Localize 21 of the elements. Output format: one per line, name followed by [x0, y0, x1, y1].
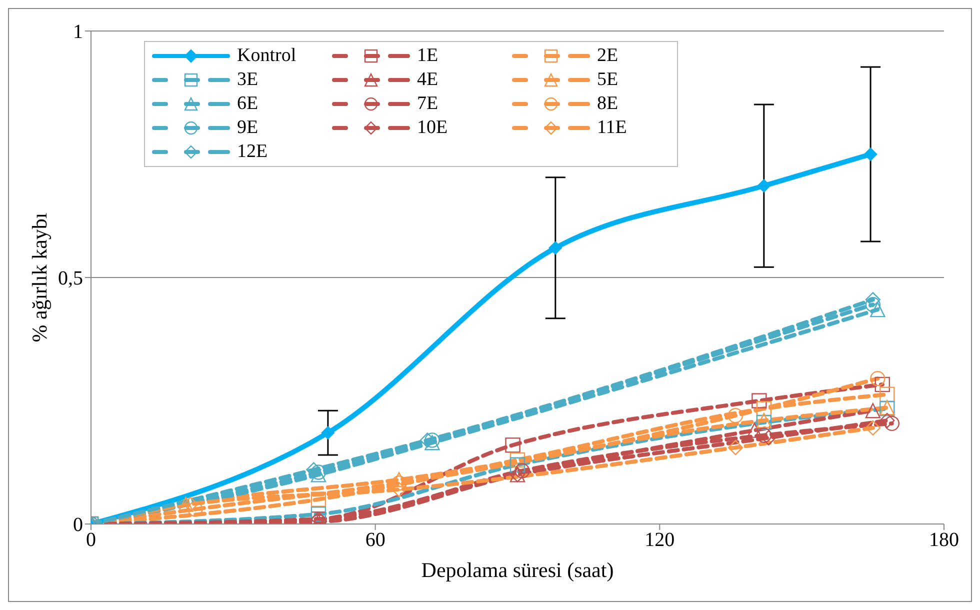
legend-label: 7E — [417, 92, 438, 116]
legend-label: 11E — [597, 116, 627, 140]
y-tick-label: 0 — [73, 514, 83, 536]
y-tick-label: 0,5 — [58, 268, 83, 290]
y-axis-title: % ağırlık kaybı — [27, 212, 52, 342]
legend-label: 2E — [597, 44, 618, 68]
legend-label: 1E — [417, 44, 438, 68]
legend-label: 4E — [417, 68, 438, 92]
x-tick-label: 180 — [929, 529, 959, 552]
legend-label: 8E — [597, 92, 618, 116]
x-tick-label: 120 — [644, 529, 675, 552]
legend-label: 9E — [237, 116, 258, 140]
legend-label: 12E — [237, 140, 268, 164]
legend-label: 6E — [237, 92, 258, 116]
legend-label: 3E — [237, 68, 258, 92]
legend-label: Kontrol — [237, 44, 296, 68]
legend-label: 10E — [417, 116, 448, 140]
y-tick-label: 1 — [73, 21, 83, 44]
legend-label: 5E — [597, 68, 618, 92]
x-tick-label: 60 — [365, 529, 386, 552]
x-axis-title: Depolama süresi (saat) — [421, 558, 614, 582]
